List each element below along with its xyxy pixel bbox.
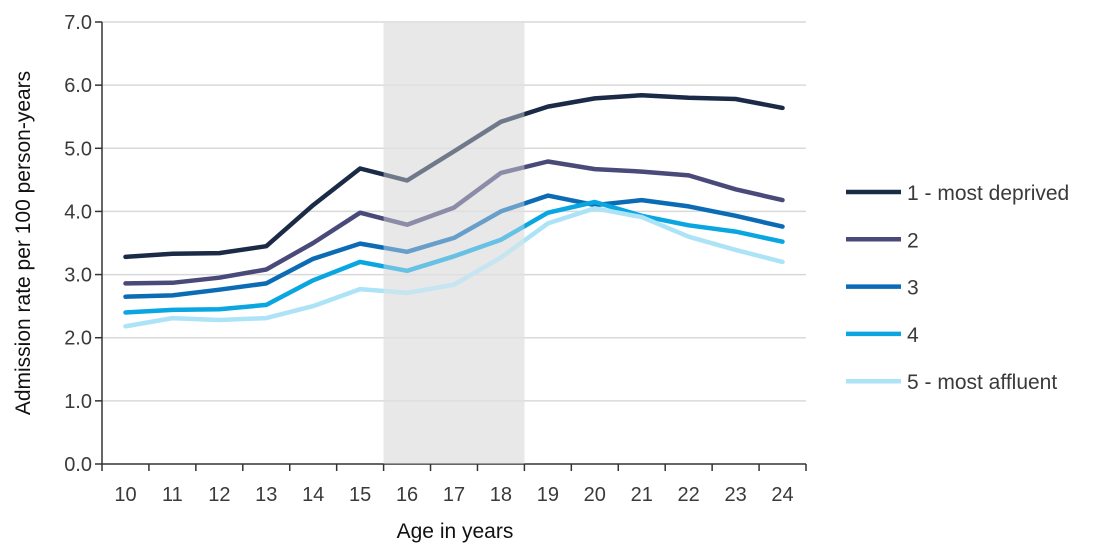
y-axis-title: Admission rate per 100 person-years <box>12 71 35 415</box>
y-tick-label: 4.0 <box>64 201 92 223</box>
series-line-3 <box>123 193 785 299</box>
series-line-4 <box>123 199 785 315</box>
y-tick-label: 3.0 <box>64 265 92 287</box>
y-tick-label: 0.0 <box>64 454 92 476</box>
legend: 1 - most deprived 2 3 4 5 - most affluent <box>846 182 1069 394</box>
y-tick-label: 6.0 <box>64 75 92 97</box>
series-line-5 <box>123 206 785 329</box>
legend-label-2: 2 <box>907 229 919 252</box>
shade-overlay-layer <box>383 22 525 464</box>
x-tick-label: 17 <box>443 484 465 506</box>
y-tick-label: 7.0 <box>64 12 92 34</box>
x-tick-label: 22 <box>678 484 700 506</box>
gridline-layer <box>102 21 806 402</box>
x-tick-label: 15 <box>349 484 371 506</box>
series-line-1 <box>123 92 785 260</box>
y-tick-label: 5.0 <box>64 138 92 160</box>
x-tick-label: 12 <box>208 484 230 506</box>
legend-label-4: 4 <box>907 324 919 347</box>
legend-label-1: 1 - most deprived <box>907 182 1069 205</box>
legend-label-5: 5 - most affluent <box>907 371 1057 394</box>
x-tick-label: 18 <box>490 484 512 506</box>
axes-layer: 0.0 1.0 2.0 3.0 4.0 5.0 6.0 7.0 10 11 12 13 14 15 16 17… <box>64 12 807 506</box>
shaded-region-overlay <box>383 22 525 464</box>
x-tick-label: 20 <box>584 484 606 506</box>
x-tick-label: 11 <box>162 484 183 506</box>
y-tick-label: 2.0 <box>64 328 92 350</box>
series-layer <box>123 92 785 329</box>
x-axis-title: Age in years <box>397 520 514 543</box>
series-line-2 <box>123 159 785 286</box>
x-tick-label: 19 <box>537 484 559 506</box>
x-tick-label: 14 <box>302 484 324 506</box>
x-tick-label: 10 <box>114 484 136 506</box>
shaded-region <box>383 22 525 464</box>
x-tick-label: 21 <box>631 484 653 506</box>
shaded-region-layer <box>383 22 525 464</box>
x-tick-label: 13 <box>255 484 277 506</box>
x-tick-label: 24 <box>771 484 793 506</box>
x-tick-label: 16 <box>396 484 418 506</box>
x-tick-label: 23 <box>724 484 746 506</box>
legend-label-3: 3 <box>907 277 919 300</box>
y-tick-label: 1.0 <box>64 391 92 413</box>
